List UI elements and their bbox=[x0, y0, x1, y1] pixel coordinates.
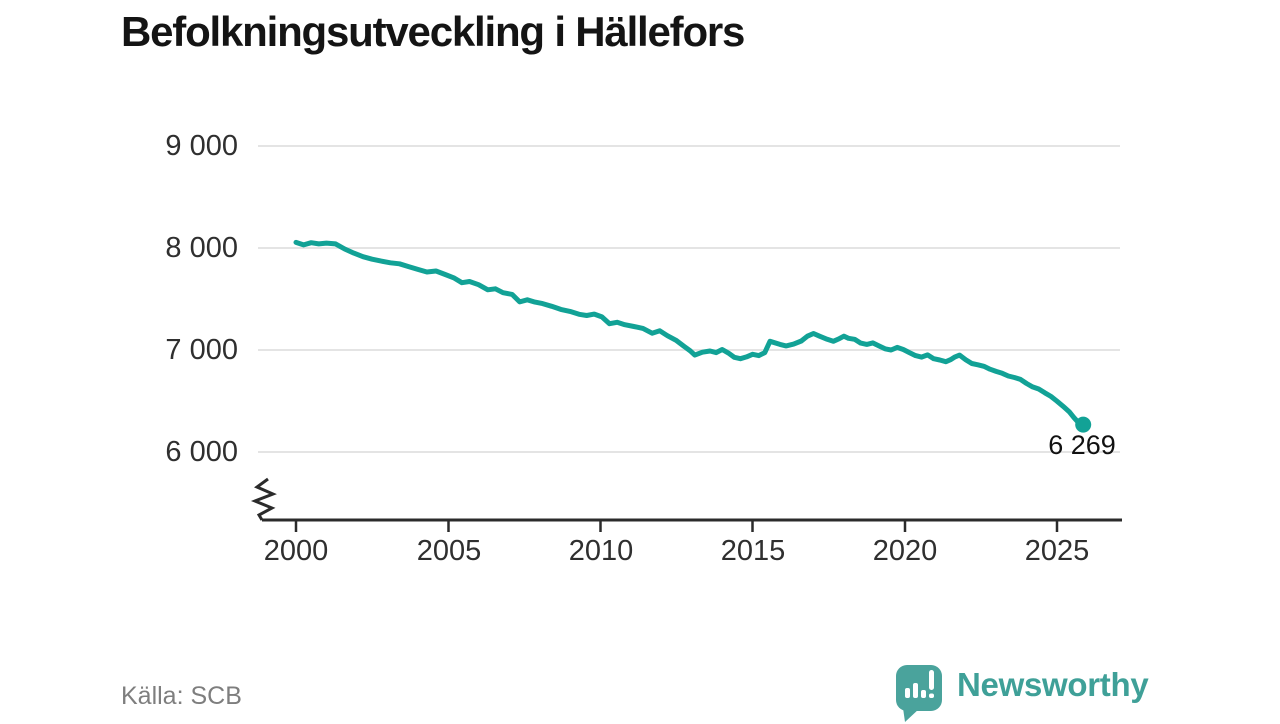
logo-bubble-shape bbox=[896, 665, 942, 711]
x-tick-label-2010: 2010 bbox=[568, 535, 634, 567]
x-tick-label-2025: 2025 bbox=[1024, 535, 1090, 567]
page-title: Befolkningsutveckling i Hällefors bbox=[121, 8, 745, 55]
logo-bubble-tail bbox=[903, 708, 920, 722]
series-end-dot bbox=[1075, 416, 1092, 433]
population-line-series bbox=[293, 239, 1086, 428]
logo-bar-1 bbox=[905, 688, 910, 698]
logo-exclamation-bar bbox=[929, 670, 934, 690]
source-note: Källa: SCB bbox=[121, 682, 242, 710]
x-axis-ticks bbox=[294, 520, 1059, 532]
y-tick-label-7000: 7 000 bbox=[165, 334, 238, 366]
end-value-label: 6 269 bbox=[1048, 430, 1116, 460]
x-tick-label-2005: 2005 bbox=[416, 535, 482, 567]
logo-bar-2 bbox=[913, 683, 918, 698]
newsworthy-logo-icon bbox=[896, 665, 942, 722]
x-tick-label-2020: 2020 bbox=[872, 535, 938, 567]
y-tick-label-6000: 6 000 bbox=[165, 436, 238, 468]
y-tick-label-8000: 8 000 bbox=[165, 232, 238, 264]
y-axis-break-icon bbox=[250, 477, 277, 521]
newsworthy-wordmark: Newsworthy bbox=[957, 666, 1149, 703]
logo-bar-3 bbox=[921, 690, 926, 698]
x-tick-label-2000: 2000 bbox=[263, 535, 329, 567]
x-tick-label-2015: 2015 bbox=[720, 535, 786, 567]
logo-exclamation-dot bbox=[929, 693, 934, 698]
y-tick-label-9000: 9 000 bbox=[165, 130, 238, 162]
gridlines bbox=[258, 145, 1120, 453]
